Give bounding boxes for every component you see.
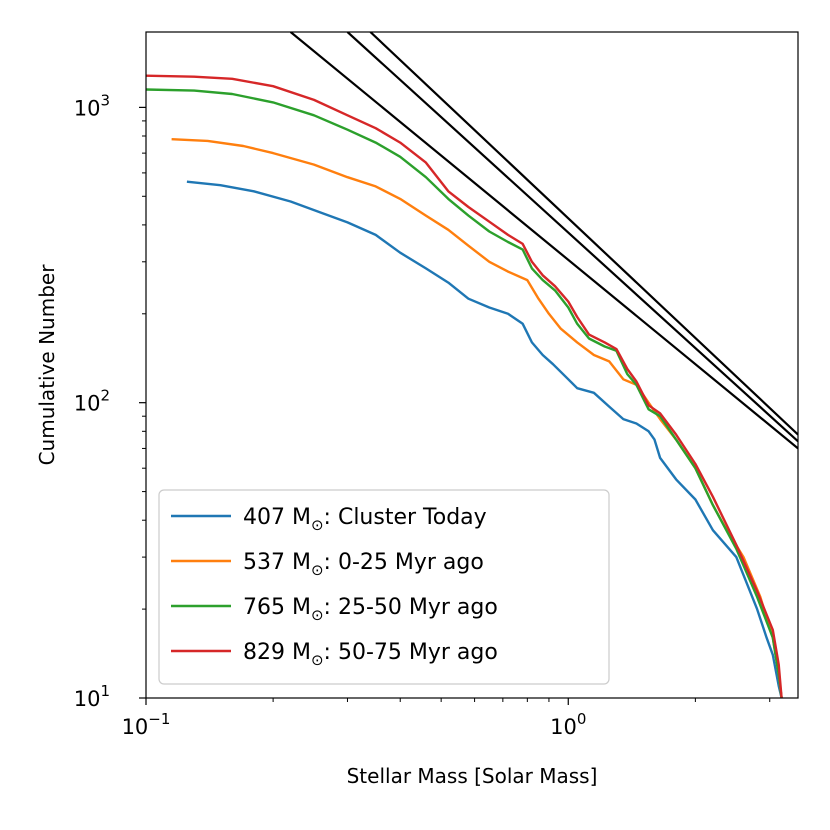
y-tick-label-2: 102: [74, 387, 110, 416]
reference-line-2: [346, 32, 798, 443]
reference-line-1: [289, 32, 798, 450]
legend-box: [158, 489, 610, 685]
x-tick-label-2: 100: [550, 710, 586, 739]
legend: 407 M⊙: Cluster Today 537 M⊙: 0-25 Myr ag…: [158, 489, 610, 685]
legend-label-4: 829 M⊙: 50-75 Myr ago: [243, 640, 498, 669]
series-line-4: [146, 74, 783, 698]
reference-line-3: [369, 32, 798, 436]
legend-label-1: 407 M⊙: Cluster Today: [243, 505, 487, 534]
y-tick-label-1: 101: [74, 682, 110, 711]
x-tick-label-1: 10−1: [122, 710, 171, 739]
legend-label-3: 765 M⊙: 25-50 Myr ago: [243, 595, 498, 624]
x-axis-label: Stellar Mass [Solar Mass]: [347, 764, 598, 788]
series-line-1: [186, 180, 783, 698]
plot-frame: [145, 31, 799, 699]
series-layer: [146, 32, 798, 698]
legend-label-2: 537 M⊙: 0-25 Myr ago: [243, 550, 484, 579]
ticks-layer: 10−1 100 101 102 103: [74, 91, 771, 739]
y-tick-label-3: 103: [74, 91, 110, 120]
y-axis-label: Cumulative Number: [35, 264, 59, 466]
series-line-3: [146, 88, 783, 698]
